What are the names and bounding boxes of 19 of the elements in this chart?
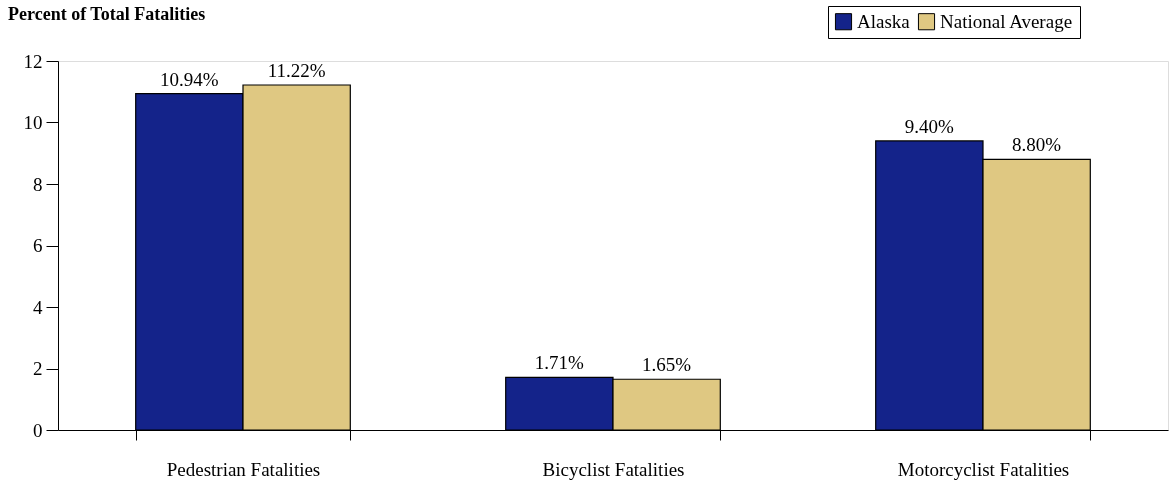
y-tick-label: 12 — [23, 50, 43, 72]
x-tick-label: Pedestrian Fatalities — [166, 458, 321, 480]
legend-label: Alaska — [857, 10, 911, 32]
x-tick-label: Bicyclist Fatalities — [542, 458, 685, 480]
data-label: 10.94% — [160, 68, 219, 90]
y-tick-label: 2 — [33, 358, 43, 379]
y-tick-label: 0 — [33, 419, 43, 441]
y-tick-label: 6 — [33, 235, 43, 256]
data-label: 11.22% — [267, 59, 326, 81]
y-tick-label: 4 — [33, 296, 43, 318]
legend-label: National Average — [940, 10, 1073, 32]
data-label: 8.80% — [1012, 134, 1062, 156]
y-axis-title: Percent of Total Fatalities — [8, 4, 206, 24]
data-label: 1.71% — [534, 352, 585, 374]
y-tick-label: 8 — [33, 173, 43, 195]
data-label: 9.40% — [904, 115, 955, 137]
x-tick-label: Motorcyclist Fatalities — [897, 458, 1070, 480]
data-label: 1.65% — [642, 354, 692, 376]
y-tick-label: 10 — [23, 112, 43, 133]
